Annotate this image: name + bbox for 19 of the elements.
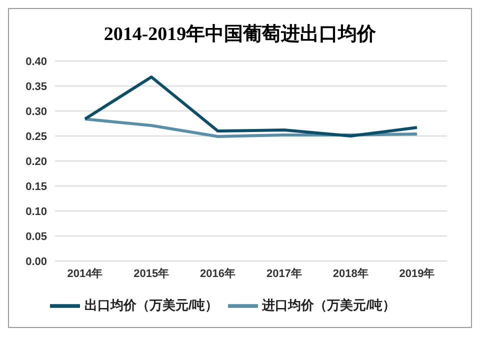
y-tick-label: 0.00 — [26, 256, 47, 268]
x-tick-label: 2014年 — [67, 266, 103, 280]
y-tick-label: 0.35 — [26, 80, 47, 93]
y-tick-label: 0.40 — [26, 56, 47, 68]
legend-label: 进口均价（万美元/吨） — [262, 297, 396, 312]
x-tick-label: 2017年 — [266, 266, 302, 280]
y-tick-label: 0.25 — [26, 130, 47, 143]
x-tick-label: 2018年 — [332, 266, 368, 280]
line-series — [84, 76, 418, 138]
chart-title: 2014-2019年中国葡萄进出口均价 — [102, 22, 378, 47]
y-tick-label: 0.05 — [26, 230, 47, 243]
legend-label: 出口均价（万美元/吨） — [84, 297, 218, 312]
y-tick-label: 0.30 — [26, 106, 47, 118]
y-tick-label: 0.20 — [26, 156, 47, 168]
x-tick-label: 2019年 — [399, 266, 435, 280]
y-tick-label: 0.15 — [26, 180, 47, 193]
x-tick-label: 2015年 — [134, 266, 170, 280]
x-tick-label: 2016年 — [200, 266, 236, 280]
y-tick-label: 0.10 — [26, 206, 47, 218]
